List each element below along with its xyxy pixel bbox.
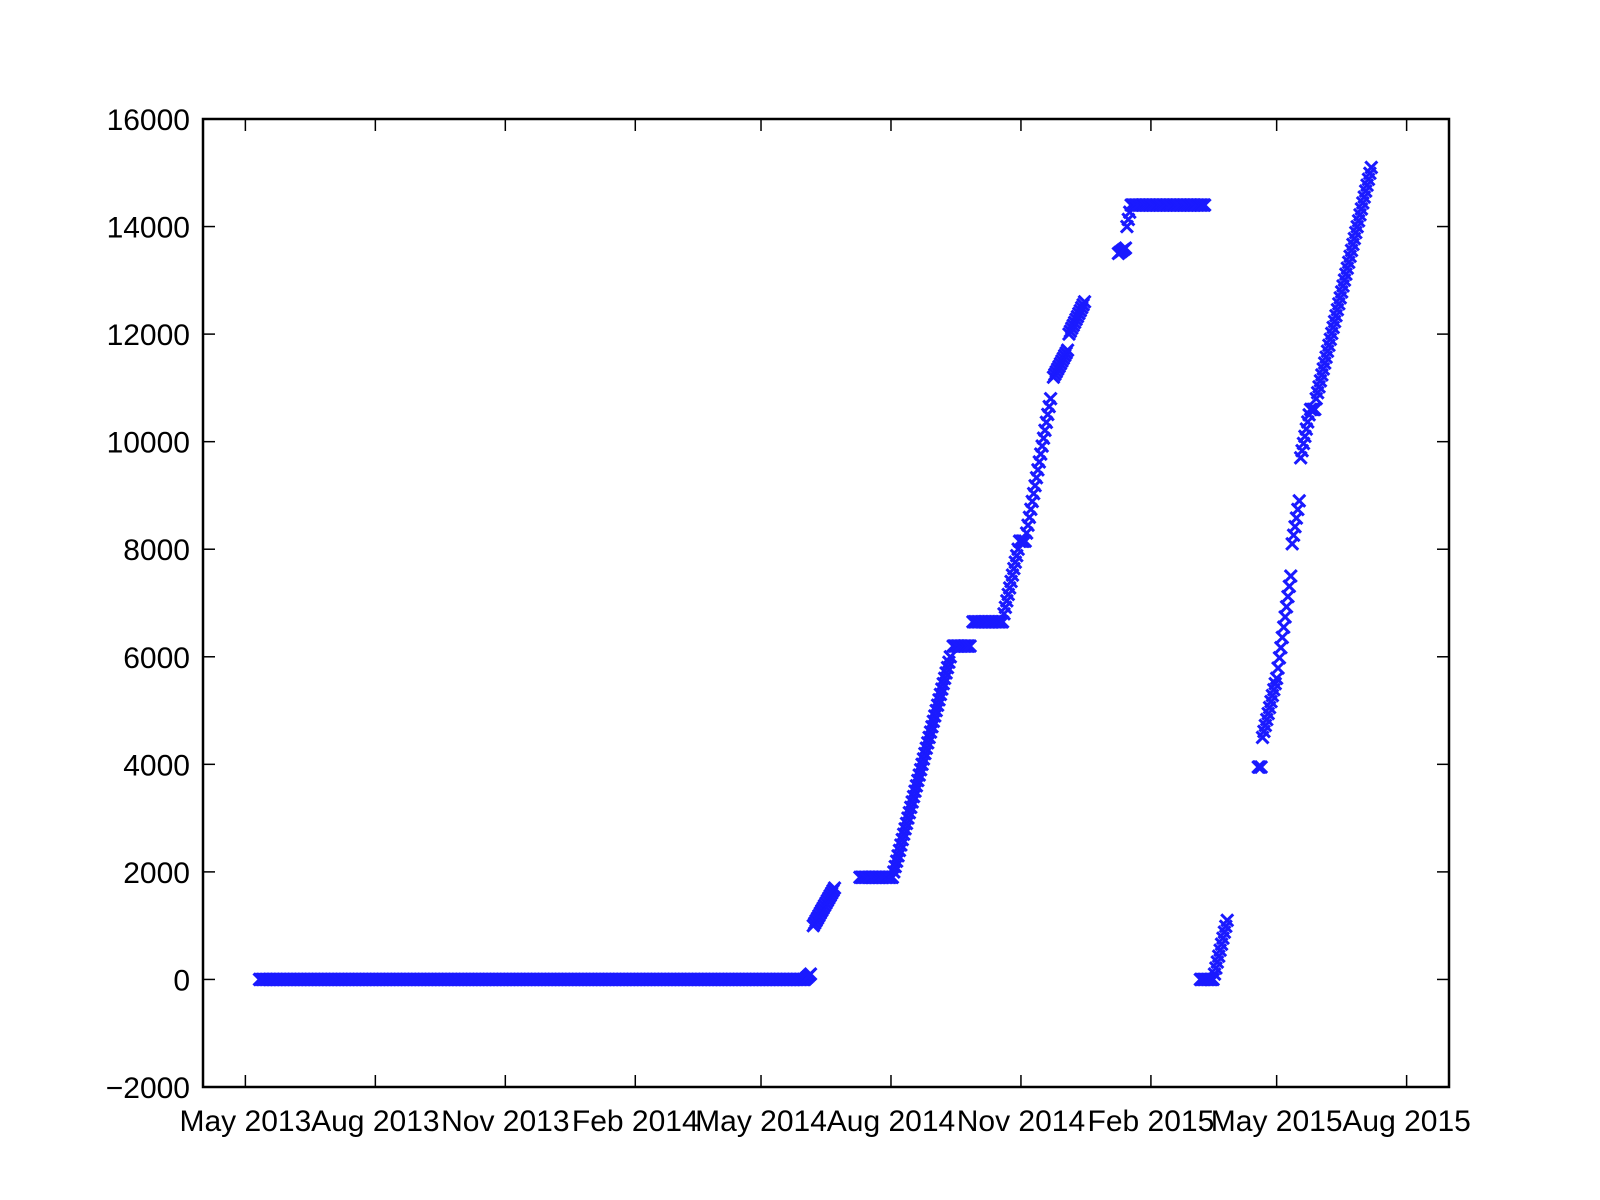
x-tick-label: Feb 2014 (572, 1105, 699, 1138)
x-tick-label: Aug 2014 (827, 1105, 955, 1138)
y-tick-label: 14000 (107, 212, 190, 245)
x-tick-label: Aug 2013 (311, 1105, 439, 1138)
data-point-marker (803, 967, 818, 982)
data-point-marker (827, 880, 842, 896)
x-tick-label: Aug 2015 (1342, 1105, 1470, 1138)
y-tick-label: 4000 (123, 749, 190, 782)
data-point-marker (1307, 402, 1322, 417)
data-point-marker (1077, 294, 1092, 309)
y-tick-label: 6000 (123, 642, 190, 675)
plot-area-frame (201, 117, 1451, 1089)
x-tick-label: May 2013 (180, 1105, 312, 1138)
data-point-marker (1220, 913, 1235, 928)
x-tick-label: Feb 2015 (1088, 1105, 1215, 1138)
data-point-marker (943, 649, 958, 664)
data-point-marker (963, 638, 978, 654)
x-tick-label: May 2014 (695, 1105, 827, 1138)
data-point-marker (1364, 160, 1379, 175)
y-tick-label: 8000 (123, 534, 190, 567)
data-point-marker (1283, 569, 1298, 584)
data-point-marker (1060, 343, 1075, 358)
x-tick-label: Nov 2013 (441, 1105, 569, 1138)
x-tick-label: Nov 2014 (957, 1105, 1085, 1138)
y-axis-tick-labels: −2000 0 2000 4000 6000 8000 10000 12000 14000 160… (106, 104, 190, 1105)
y-tick-label: 16000 (107, 104, 190, 137)
data-point-marker (1043, 391, 1058, 406)
data-point-marker (1118, 241, 1133, 256)
data-point-marker (1292, 493, 1307, 508)
y-tick-label: 10000 (107, 427, 190, 460)
y-tick-label: 2000 (123, 857, 190, 890)
x-tick-label: May 2015 (1211, 1105, 1343, 1138)
data-point-marker (1254, 759, 1269, 775)
data-point-marker (1197, 197, 1212, 213)
y-tick-label: 12000 (107, 319, 190, 352)
y-tick-label: 0 (173, 964, 190, 997)
data-series-markers (252, 160, 1379, 987)
y-tick-label: −2000 (106, 1072, 190, 1105)
